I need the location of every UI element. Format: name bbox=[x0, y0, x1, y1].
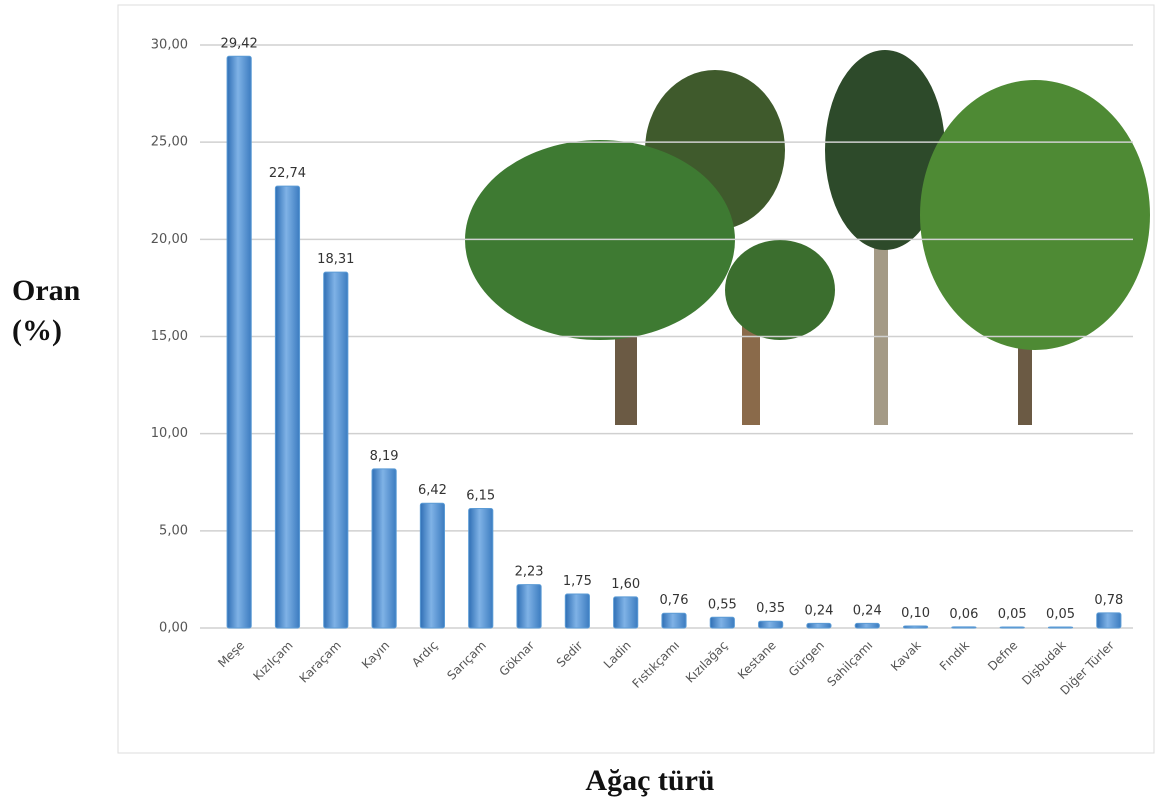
bar bbox=[564, 593, 590, 629]
y-tick-label: 10,00 bbox=[151, 426, 188, 441]
bar bbox=[371, 468, 397, 629]
bar bbox=[468, 507, 494, 629]
y-tick-label: 5,00 bbox=[159, 523, 188, 538]
data-label: 0,06 bbox=[949, 607, 978, 622]
bar bbox=[951, 626, 977, 629]
bar bbox=[999, 626, 1025, 629]
bar bbox=[226, 55, 252, 629]
y-axis-title-line: Oran bbox=[12, 274, 81, 307]
data-label: 1,75 bbox=[563, 574, 592, 589]
data-label: 0,76 bbox=[660, 593, 689, 608]
data-label: 8,19 bbox=[370, 449, 399, 464]
data-label: 0,05 bbox=[998, 607, 1027, 622]
bar bbox=[806, 622, 832, 629]
data-label: 29,42 bbox=[221, 36, 258, 51]
data-label: 0,55 bbox=[708, 597, 737, 612]
bar bbox=[516, 584, 542, 629]
data-label: 0,10 bbox=[901, 606, 930, 621]
y-tick-label: 20,00 bbox=[151, 232, 188, 247]
bar bbox=[1096, 612, 1122, 629]
y-tick-label: 15,00 bbox=[151, 329, 188, 344]
data-label: 18,31 bbox=[317, 252, 354, 267]
data-label: 2,23 bbox=[515, 565, 544, 580]
data-label: 6,42 bbox=[418, 483, 447, 498]
bar bbox=[903, 625, 929, 629]
bar bbox=[709, 616, 735, 629]
bar bbox=[323, 271, 349, 629]
bar bbox=[661, 612, 687, 629]
y-axis-title-line: (%) bbox=[12, 314, 62, 347]
data-label: 6,15 bbox=[466, 488, 495, 503]
x-axis-title: Ağaç türü bbox=[585, 764, 714, 797]
bar bbox=[274, 185, 301, 629]
data-label: 0,78 bbox=[1094, 593, 1123, 608]
y-axis-title: Oran (%) bbox=[12, 274, 81, 347]
y-tick-label: 0,00 bbox=[159, 621, 188, 636]
data-label: 0,24 bbox=[853, 603, 882, 618]
bar bbox=[613, 596, 639, 629]
data-label: 1,60 bbox=[611, 577, 640, 592]
y-tick-label: 25,00 bbox=[151, 135, 188, 150]
data-label: 0,05 bbox=[1046, 607, 1075, 622]
y-tick-label: 30,00 bbox=[151, 38, 188, 53]
bar bbox=[419, 502, 445, 629]
data-label: 22,74 bbox=[269, 166, 306, 181]
data-label: 0,24 bbox=[804, 603, 833, 618]
bar bbox=[1047, 626, 1074, 629]
tree-illustration bbox=[465, 50, 1150, 425]
bar bbox=[854, 622, 880, 629]
data-label: 0,35 bbox=[756, 601, 785, 616]
bar bbox=[758, 620, 784, 629]
